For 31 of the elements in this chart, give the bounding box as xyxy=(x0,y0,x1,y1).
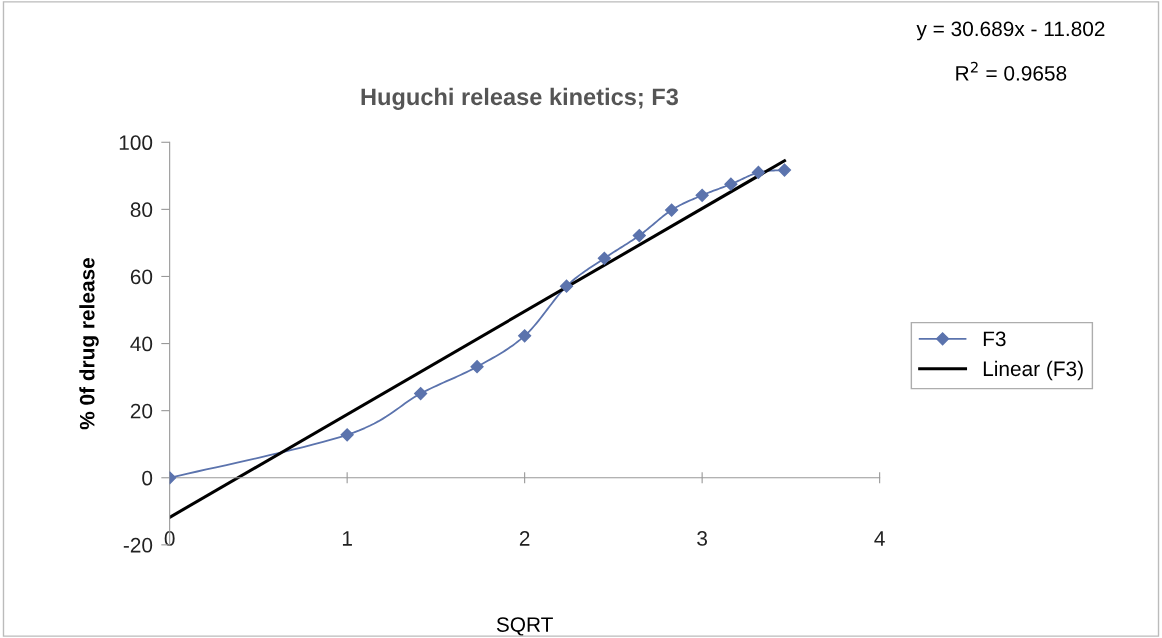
x-axis-title: SQRT xyxy=(496,617,553,636)
point xyxy=(340,428,354,442)
text: y = 30.689x - 11.802 xyxy=(916,21,1105,41)
point xyxy=(695,188,709,202)
y-tick-label: 100 xyxy=(119,135,153,151)
point xyxy=(470,360,484,374)
point xyxy=(559,279,574,293)
point xyxy=(777,163,792,177)
point xyxy=(414,386,428,401)
y-tick-label: 40 xyxy=(130,336,153,352)
point xyxy=(665,203,679,217)
legend-label: Linear (F3) xyxy=(983,360,1083,381)
y-tick-label: 0 xyxy=(142,470,153,486)
y-axis-title: % 0f drug release xyxy=(79,258,99,430)
y-tick-label: 20 xyxy=(130,403,153,419)
x-tick-label: 1 xyxy=(342,531,352,546)
x-tick-label: 0 xyxy=(164,531,175,546)
point xyxy=(518,329,532,343)
x-tick-label: 4 xyxy=(874,531,885,546)
y-tick-label: -20 xyxy=(123,537,153,553)
point xyxy=(632,228,646,243)
point xyxy=(751,165,765,180)
chart-title: Huguchi release kinetics; F3 xyxy=(361,87,679,110)
text: R$^{2}$ = 0.9658 xyxy=(956,61,1067,81)
legend-label: F3 xyxy=(983,331,1006,347)
point xyxy=(597,251,611,265)
x-tick-label: 3 xyxy=(697,531,708,546)
point xyxy=(724,177,738,191)
x-tick-label: 2 xyxy=(519,531,530,546)
y-tick-label: 60 xyxy=(130,269,153,285)
y-tick-label: 80 xyxy=(130,202,153,218)
